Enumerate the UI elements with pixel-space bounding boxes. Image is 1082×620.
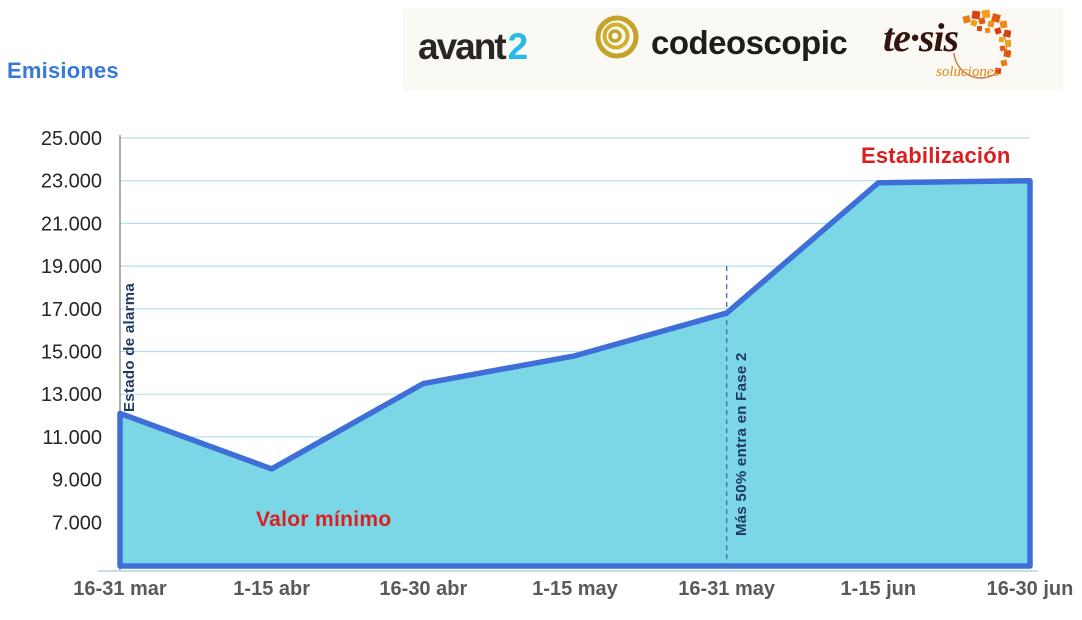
annotation-estado-de-alarma: Estado de alarma (121, 282, 138, 412)
y-tick-label: 7.000 (52, 512, 102, 534)
y-tick-label: 17.000 (41, 299, 102, 321)
x-tick-label: 16-31 may (678, 578, 776, 600)
y-tick-label: 11.000 (42, 427, 102, 449)
x-tick-label: 1-15 abr (233, 578, 310, 600)
logo-strip: avant2 codeoscopic te·sis soluciones (403, 8, 1063, 90)
y-tick-label: 19.000 (41, 256, 102, 278)
y-tick-label: 9.000 (52, 470, 102, 492)
avant2-logo-suffix: 2 (507, 26, 529, 67)
x-tick-label: 1-15 may (532, 578, 618, 600)
tesis-logo-text: te·sis (883, 15, 959, 60)
annotation-estabilizacion: Estabilización (861, 143, 1011, 168)
page-title: Emisiones (7, 58, 119, 83)
y-tick-label: 13.000 (41, 384, 102, 406)
y-tick-label: 21.000 (41, 213, 102, 235)
x-tick-label: 1-15 jun (841, 578, 917, 600)
annotation-fase2: Más 50% entra en Fase 2 (733, 352, 750, 536)
orange-mosaic-globe-icon (953, 9, 1011, 79)
gold-swirl-rings-icon (595, 15, 639, 59)
tesis-logo-subtext: soluciones (936, 64, 1000, 80)
x-tick-label: 16-30 jun (987, 578, 1074, 600)
emissions-area-series (117, 177, 1033, 569)
annotation-valor-minimo: Valor mínimo (256, 508, 392, 531)
avant2-logo-text: avant (418, 26, 507, 67)
avant2-logo: avant2 (418, 24, 529, 70)
y-tick-label: 23.000 (41, 171, 102, 193)
codeoscopic-logo-text: codeoscopic (651, 24, 848, 61)
x-tick-label: 16-30 abr (379, 578, 467, 600)
y-tick-label: 25.000 (41, 128, 102, 150)
x-tick-label: 16-31 mar (73, 578, 167, 600)
y-tick-label: 15.000 (41, 342, 102, 364)
